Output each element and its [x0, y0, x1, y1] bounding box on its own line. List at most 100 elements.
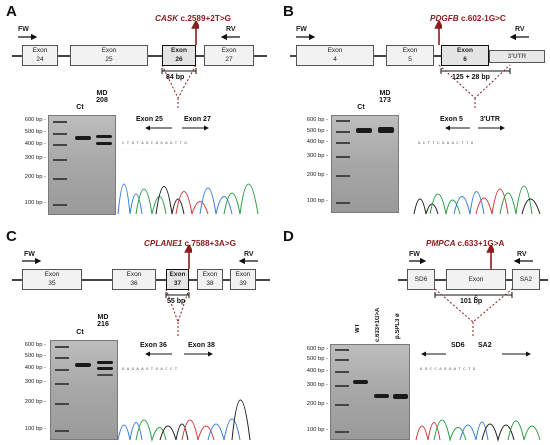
panel-d-junction-right: SA2 — [478, 342, 492, 349]
panel-a-lane-md: MD 208 — [96, 90, 108, 104]
panel-c-exon-36: Exon 36 — [112, 269, 156, 290]
panel-a-gene: CASK — [155, 14, 179, 23]
panel-a-schematic-lines — [18, 0, 240, 110]
panel-c-gel — [50, 340, 118, 440]
panel-d-lane-mut: c.633+1G>A — [375, 307, 381, 343]
panel-a-band-ct — [75, 136, 91, 140]
panel-b-schematic-lines — [296, 0, 529, 110]
panel-b-product-size: 125 + 28 bp — [452, 74, 490, 81]
panel-b-gene: PDGFB — [430, 14, 459, 23]
panel-c-ladder-600: 600 bp - — [24, 342, 46, 348]
svg-text:G A G A A G T G A C C T: G A G A A G T G A C C T — [122, 368, 178, 372]
panel-b-exon-4: Exon 4 — [296, 45, 374, 66]
panel-a-exon-26: Exon 26 — [162, 45, 196, 66]
panel-c-product-size: 55 bp — [167, 298, 186, 305]
panel-b-gel — [331, 115, 399, 213]
panel-b-band-md — [378, 127, 394, 133]
panel-b-lane-md: MD 173 — [379, 90, 391, 104]
panel-a-chromatogram: C T G T A G C A G A A T T G . . . . . . … — [117, 125, 259, 215]
panel-a-ladder-200: 200 bp - — [24, 174, 46, 180]
panel-b-ladder-600: 600 bp - — [306, 117, 328, 123]
panel-d-lane-spl3: p.SPL3 ø — [395, 313, 401, 339]
panel-c-band-md-3 — [97, 374, 113, 376]
panel-c-fw-label: FW — [24, 251, 35, 258]
panel-c-ladder-400: 400 bp - — [24, 365, 46, 371]
panel-b-chromatogram: A C T T C A G A C T T G — [413, 125, 541, 215]
panel-a-junction-right: Exon 27 — [184, 116, 211, 123]
panel-d-ladder-300: 300 bp - — [306, 382, 328, 388]
panel-a-ladder-400: 400 bp - — [24, 141, 46, 147]
panel-a-junction-left: Exon 25 — [136, 116, 163, 123]
panel-c-chromatogram: G A G A A G T G A C C T — [117, 351, 251, 442]
panel-a-splice-dots — [161, 64, 197, 100]
panel-c-band-md-1 — [97, 361, 113, 364]
panel-d-sa2: SA2 — [512, 269, 540, 290]
panel-b-junction-right: 3'UTR — [480, 116, 500, 123]
panel-b-ladder-500: 500 bp - — [306, 128, 328, 134]
panel-d-mutation: PMPCA c.633+1G>A — [426, 239, 504, 248]
panel-b-ladder-200: 200 bp - — [306, 172, 328, 178]
panel-b-band-ct — [356, 128, 372, 133]
panel-c-lane-md: MD 216 — [97, 314, 109, 328]
panel-a-band-md-1 — [96, 135, 112, 138]
svg-text:A G C C A G G A T C T G: A G C C A G G A T C T G — [420, 368, 476, 372]
panel-d-product-size: 101 bp — [460, 298, 483, 305]
panel-d-band-mut — [374, 394, 389, 398]
panel-a-rv-label: RV — [226, 26, 236, 33]
panel-a-ladder-600: 600 bp - — [24, 117, 46, 123]
svg-text:C T G T A G C A G A A T T G: C T G T A G C A G A A T T G — [122, 142, 187, 146]
panel-d-ladder-400: 400 bp - — [306, 368, 328, 374]
panel-c-schematic-lines — [22, 224, 258, 336]
panel-c-ladder-200: 200 bp - — [24, 399, 46, 405]
panel-d-sd6: SD6 — [407, 269, 435, 290]
panel-d-lane-wt: WT — [355, 323, 361, 333]
panel-d-exon-6: Exon 6 — [446, 269, 506, 302]
panel-c-variant: c.7588+3A>G — [184, 239, 236, 248]
panel-c-band-md-2 — [97, 367, 113, 370]
panel-d-band-wt — [353, 380, 368, 384]
panel-b-exon-5: Exon 5 — [386, 45, 434, 66]
panel-a-exon-27: Exon 27 — [204, 45, 254, 66]
panel-c-junction-left: Exon 36 — [140, 342, 167, 349]
panel-b-mutation: PDGFB c.602-1G>C — [430, 14, 506, 23]
panel-d-ladder-200: 200 bp - — [306, 401, 328, 407]
svg-text:. . . . . . . . .: . . . . . . . . . — [122, 148, 163, 152]
panel-c-ladder-100: 100 bp - — [24, 426, 46, 432]
panel-a-gel — [48, 115, 116, 215]
panel-b-label: B — [283, 3, 294, 20]
panel-a-fw-label: FW — [18, 26, 29, 33]
panel-d-band-spl3 — [393, 394, 408, 399]
panel-c-band-ct — [75, 363, 91, 367]
panel-a-variant: c.2589+2T>G — [180, 14, 232, 23]
panel-c-exon-39: Exon 39 — [230, 269, 256, 290]
panel-a-ladder-500: 500 bp - — [24, 129, 46, 135]
panel-d-ladder-100: 100 bp - — [306, 427, 328, 433]
panel-b-rv-label: RV — [515, 26, 525, 33]
panel-b-variant: c.602-1G>C — [460, 14, 506, 23]
panel-b-ladder-100: 100 bp - — [306, 198, 328, 204]
panel-a-ladder-300: 300 bp - — [24, 155, 46, 161]
panel-c-ladder-300: 300 bp - — [24, 379, 46, 385]
panel-d-gene: PMPCA — [426, 239, 456, 248]
panel-c-rv-label: RV — [244, 251, 254, 258]
panel-c-exon-37: Exon 37 — [166, 269, 189, 290]
panel-b-fw-label: FW — [296, 26, 307, 33]
panel-d-variant: c.633+1G>A — [457, 239, 505, 248]
panel-c-label: C — [6, 228, 17, 245]
panel-c-mutation: CPLANE1 c.7588+3A>G — [144, 239, 236, 248]
panel-d-fw-label: FW — [409, 251, 420, 258]
panel-a-label: A — [6, 3, 17, 20]
panel-d-schematic-lines — [409, 224, 533, 336]
panel-c-lane-ct: Ct — [76, 329, 84, 336]
panel-b-ladder-400: 400 bp - — [306, 139, 328, 145]
panel-a-exon-25: Exon 25 — [70, 45, 148, 66]
panel-b-junction-left: Exon 5 — [440, 116, 463, 123]
panel-c-exon-38: Exon 38 — [197, 269, 223, 290]
panel-a-lane-ct: Ct — [76, 104, 84, 111]
panel-d-ladder-600: 600 bp - — [306, 346, 328, 352]
panel-d-ladder-500: 500 bp - — [306, 356, 328, 362]
panel-a-ladder-100: 100 bp - — [24, 200, 46, 206]
panel-c-ladder-500: 500 bp - — [24, 353, 46, 359]
panel-a-product-size: 84 bp — [166, 74, 185, 81]
